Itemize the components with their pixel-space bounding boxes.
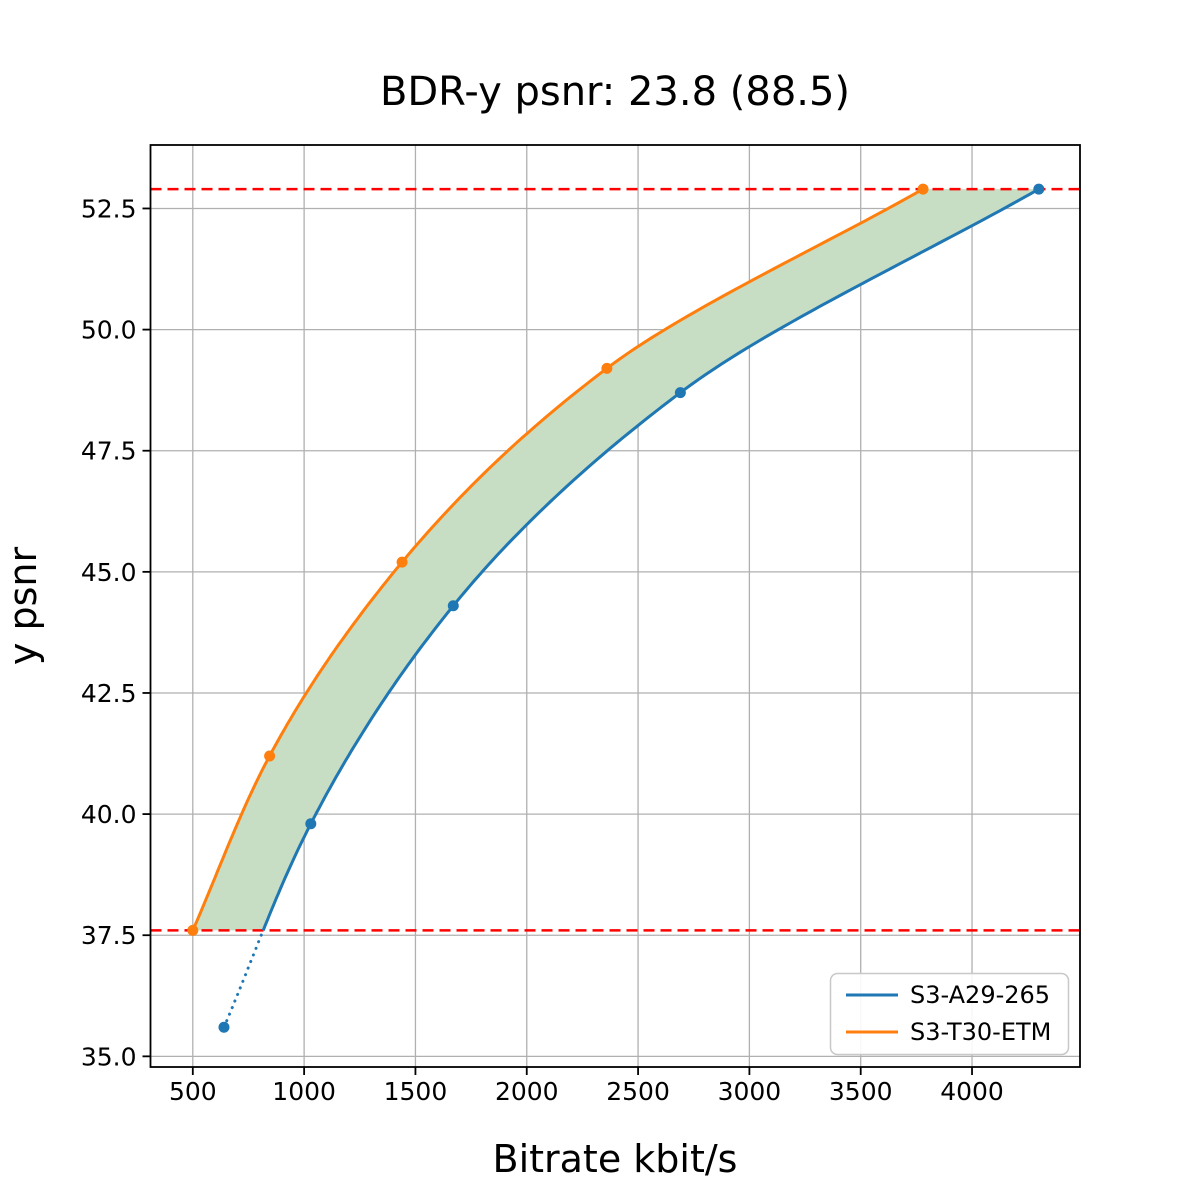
y-tick-label: 37.5	[81, 921, 137, 950]
series-layer	[191, 187, 1040, 1029]
data-point-marker-s3-t30-etm	[601, 362, 613, 374]
data-point-marker-s3-a29-265	[1033, 183, 1045, 195]
y-tick-label: 47.5	[81, 437, 137, 466]
fill-layer	[192, 189, 1039, 931]
y-tick-label: 45.0	[81, 558, 137, 587]
x-tick-label: 2000	[495, 1077, 559, 1106]
y-tick-label: 42.5	[81, 679, 137, 708]
x-tick-label: 2500	[606, 1077, 670, 1106]
x-tick-label: 1500	[384, 1077, 448, 1106]
x-tick-label: 500	[169, 1077, 217, 1106]
series-curve-s3-a29-265	[261, 187, 1040, 931]
x-axis-label: Bitrate kbit/s	[493, 1137, 738, 1181]
y-axis-label: y psnr	[1, 547, 45, 666]
data-point-marker-s3-a29-265	[305, 818, 317, 830]
y-tick-label: 52.5	[81, 194, 137, 223]
legend-label-s3-a29-265: S3-A29-265	[910, 981, 1050, 1009]
data-point-marker-s3-a29-265	[447, 600, 459, 612]
chart-title: BDR-y psnr: 23.8 (88.5)	[380, 69, 850, 115]
x-tick-label: 4000	[940, 1077, 1004, 1106]
y-tick-label: 50.0	[81, 316, 137, 345]
bd-overlap-fill-region	[192, 189, 1039, 931]
grid-layer	[150, 145, 1080, 1067]
marker-layer	[187, 183, 1045, 1033]
y-tick-label: 40.0	[81, 800, 137, 829]
x-tick-label: 1000	[272, 1077, 336, 1106]
series-curve-dotted-s3-a29-265	[222, 928, 265, 1029]
x-tick-label: 3000	[718, 1077, 782, 1106]
data-point-marker-s3-t30-etm	[917, 183, 929, 195]
data-point-marker-s3-a29-265	[674, 387, 686, 399]
data-point-marker-s3-t30-etm	[187, 924, 199, 936]
plot-border	[149, 144, 1081, 1068]
data-point-marker-s3-t30-etm	[396, 556, 408, 568]
y-tick-label: 35.0	[81, 1042, 137, 1071]
data-point-marker-s3-t30-etm	[264, 750, 276, 762]
legend-label-s3-t30-etm: S3-T30-ETM	[910, 1018, 1051, 1046]
legend: S3-A29-265 S3-T30-ETM	[829, 972, 1070, 1056]
data-point-marker-s3-a29-265	[218, 1021, 230, 1033]
x-tick-label: 3500	[829, 1077, 893, 1106]
tick-layer: 500 1000 1500 2000 2500 3000 3500 4000 35.0 37.5 4…	[81, 194, 1004, 1106]
